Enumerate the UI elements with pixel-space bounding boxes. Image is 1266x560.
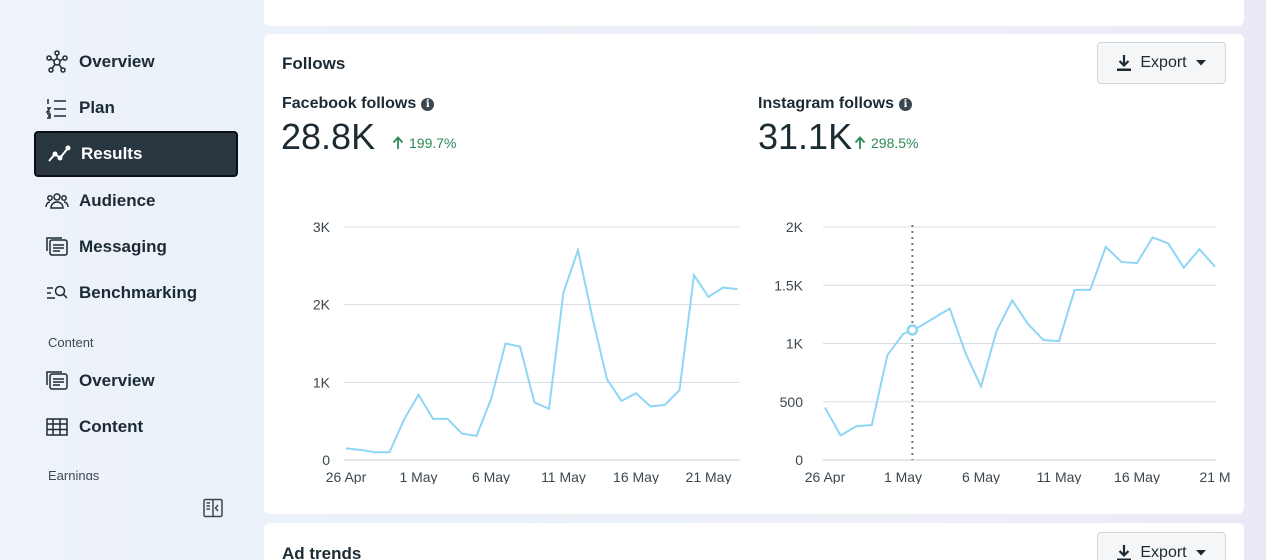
- sidebar-item-plan[interactable]: Plan: [34, 85, 238, 131]
- section-label-earnings: Earnings: [48, 468, 100, 480]
- card-title: Ad trends: [282, 544, 362, 560]
- x-tick-label: 16 May: [613, 469, 659, 484]
- x-tick-label: 1 May: [884, 469, 922, 484]
- collapse-panel-icon: [203, 498, 223, 518]
- y-tick-label: 1K: [313, 374, 331, 390]
- metric-label-text: Facebook follows: [282, 95, 417, 112]
- export-label: Export: [1140, 54, 1187, 71]
- export-label: Export: [1140, 544, 1187, 560]
- messages-icon: [45, 235, 69, 259]
- change-value: 298.5%: [871, 135, 919, 151]
- instagram-follows-value: 31.1K: [758, 116, 853, 157]
- y-tick-label: 500: [780, 394, 804, 410]
- sidebar: Overview Plan Results Audience: [0, 0, 256, 560]
- y-tick-label: 2K: [786, 219, 804, 235]
- messages-icon: [45, 369, 69, 393]
- sidebar-item-results[interactable]: Results: [34, 131, 238, 177]
- sidebar-item-label: Overview: [79, 52, 155, 71]
- facebook-follows-change: 199.7%: [392, 135, 456, 151]
- sidebar-item-messaging[interactable]: Messaging: [34, 224, 238, 270]
- series-line: [345, 246, 738, 454]
- arrow-up-icon: [854, 136, 866, 149]
- change-value: 199.7%: [409, 135, 457, 151]
- metric-label-text: Instagram follows: [758, 95, 895, 112]
- sidebar-item-content[interactable]: Content: [34, 404, 238, 450]
- instagram-follows-chart: 0 500 1K 1.5K 2K 26 Apr 1 May 6 May 11 May 16 May…: [774, 219, 1230, 484]
- info-icon[interactable]: i: [421, 97, 435, 111]
- instagram-follows-change: 298.5%: [854, 135, 918, 151]
- info-icon[interactable]: i: [899, 97, 913, 111]
- network-icon: [45, 50, 69, 74]
- export-button[interactable]: Export: [1097, 532, 1226, 560]
- section-label-content: Content: [48, 335, 94, 350]
- collapse-sidebar-button[interactable]: [202, 498, 224, 518]
- download-icon: [1117, 545, 1132, 560]
- search-list-icon: [45, 281, 69, 305]
- sidebar-item-content-overview[interactable]: Overview: [34, 358, 238, 404]
- y-tick-label: 0: [322, 452, 330, 468]
- sidebar-item-label: Benchmarking: [79, 283, 198, 302]
- follows-card: Follows Export Facebook follows i 28.8K …: [264, 34, 1244, 514]
- x-tick-label: 21 May: [686, 469, 732, 484]
- x-tick-label: 1 May: [399, 469, 437, 484]
- x-tick-label: 11 May: [1037, 469, 1082, 484]
- sidebar-item-label: Messaging: [79, 237, 167, 256]
- x-tick-label: 21 M: [1199, 469, 1230, 484]
- y-tick-label: 2K: [313, 297, 331, 313]
- sidebar-item-overview[interactable]: Overview: [34, 39, 238, 85]
- series-line: [824, 236, 1216, 437]
- numbered-list-icon: [45, 96, 69, 120]
- x-tick-label: 6 May: [962, 469, 1000, 484]
- card-title: Follows: [282, 54, 346, 73]
- sidebar-item-benchmarking[interactable]: Benchmarking: [34, 270, 238, 316]
- caret-down-icon: [1195, 60, 1206, 66]
- trend-line-icon: [47, 142, 71, 166]
- sidebar-item-label: Overview: [79, 371, 155, 390]
- sidebar-item-label: Results: [81, 144, 143, 163]
- facebook-follows-value: 28.8K: [281, 116, 376, 157]
- download-icon: [1117, 55, 1132, 71]
- people-icon: [45, 189, 69, 213]
- y-tick-label: 3K: [313, 219, 331, 235]
- x-tick-label: 26 Apr: [326, 469, 367, 484]
- previous-card: [264, 0, 1244, 26]
- arrow-up-icon: [392, 136, 404, 149]
- ad-trends-card: Ad trends Export: [264, 523, 1244, 560]
- x-tick-label: 6 May: [472, 469, 510, 484]
- table-icon: [45, 415, 69, 439]
- x-tick-label: 26 Apr: [805, 469, 846, 484]
- sidebar-item-label: Content: [79, 417, 144, 436]
- x-tick-label: 11 May: [541, 469, 586, 484]
- sidebar-item-audience[interactable]: Audience: [34, 178, 238, 224]
- facebook-follows-label: Facebook follows i: [282, 95, 435, 113]
- sidebar-item-label: Audience: [79, 191, 156, 210]
- sidebar-item-label: Plan: [79, 98, 115, 117]
- y-tick-label: 0: [795, 452, 803, 468]
- caret-down-icon: [1195, 550, 1206, 556]
- export-button[interactable]: Export: [1097, 42, 1226, 84]
- y-tick-label: 1K: [786, 336, 804, 352]
- hover-point[interactable]: [906, 324, 919, 336]
- y-tick-label: 1.5K: [774, 277, 803, 293]
- instagram-follows-label: Instagram follows i: [758, 95, 913, 113]
- x-tick-label: 16 May: [1114, 469, 1160, 484]
- facebook-follows-chart: 0 1K 2K 3K 26 Apr 1 May 6 May 11 May 16 May 21 Ma…: [313, 219, 740, 484]
